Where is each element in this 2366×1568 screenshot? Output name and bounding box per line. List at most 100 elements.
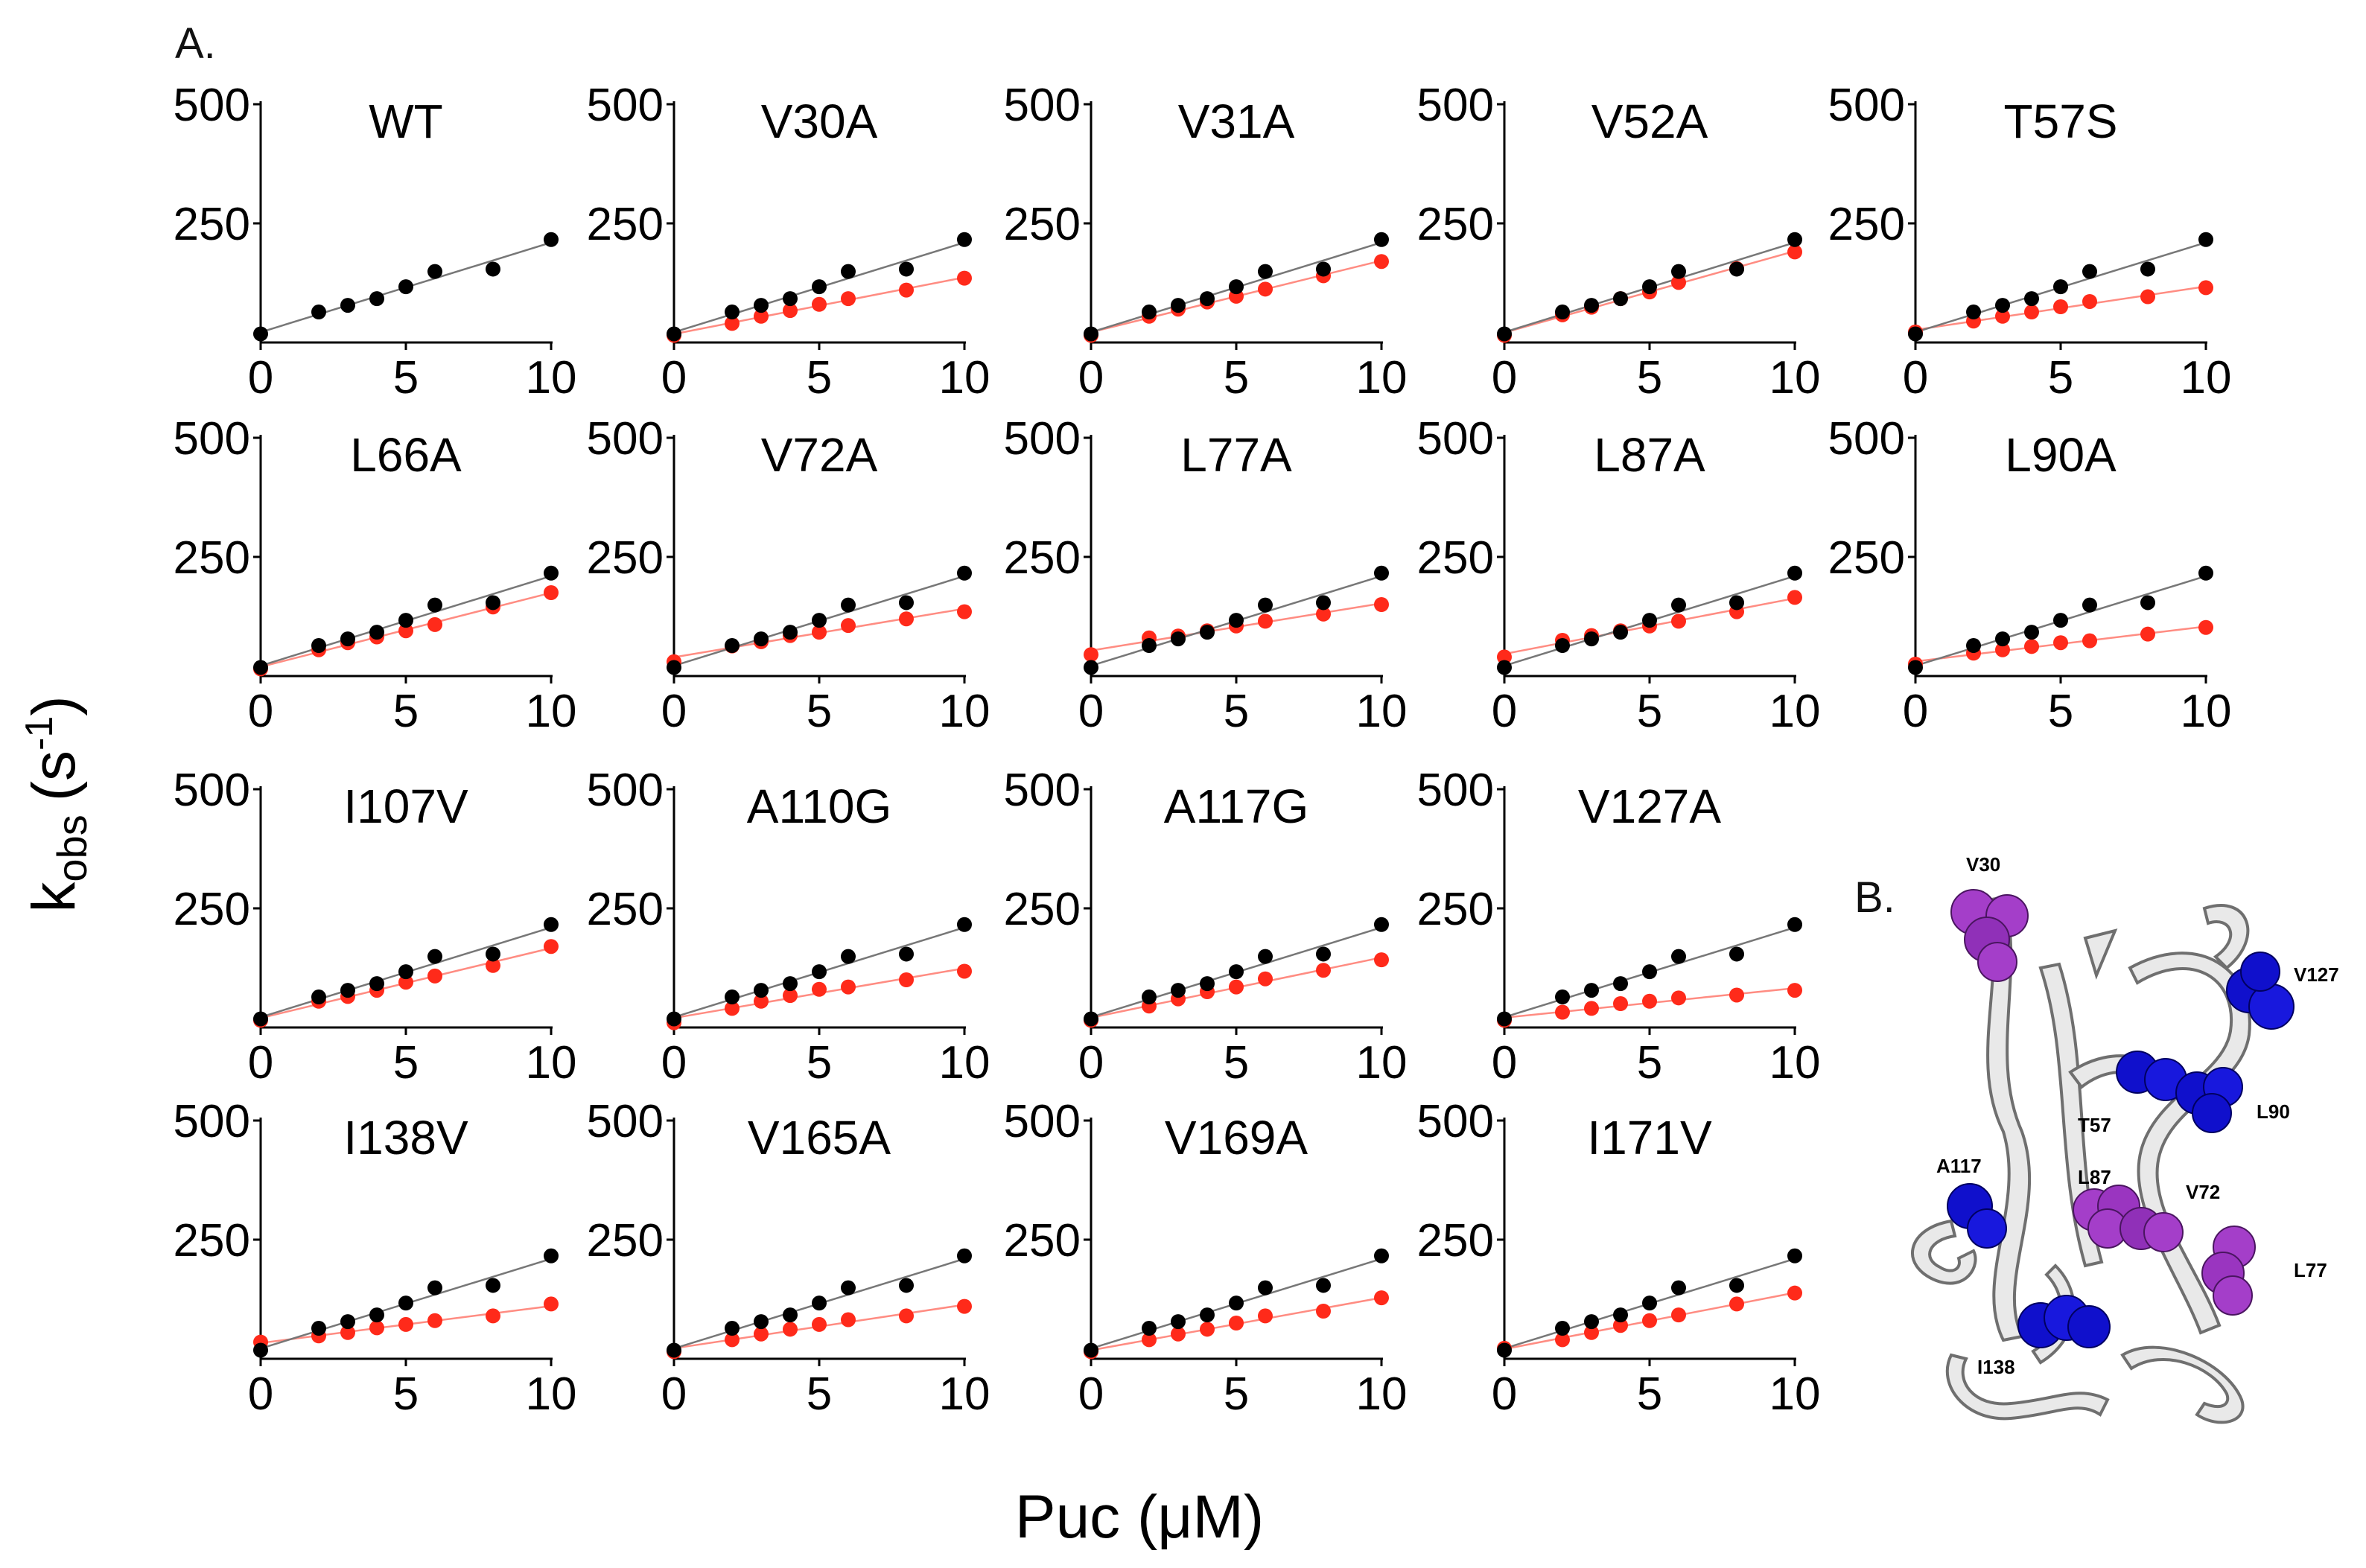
x-tick-label: 0 — [661, 686, 687, 737]
mutant-point — [544, 939, 559, 954]
wt-point — [253, 326, 268, 342]
y-tick-label: 250 — [1828, 532, 1905, 584]
panel-title: I171V — [1587, 1111, 1712, 1164]
mutant-point — [1316, 1304, 1331, 1319]
panel-v52a: V52A 250 500 0 5 10 — [1417, 80, 1821, 404]
mutant-point — [1229, 979, 1244, 995]
wt-point — [427, 949, 442, 964]
panel-title: V31A — [1178, 95, 1295, 148]
wt-point — [253, 660, 268, 675]
wt-point — [957, 232, 972, 247]
panel-wt: WT 250 500 0 5 10 — [174, 80, 577, 404]
mutant-point — [899, 282, 914, 298]
wt-point — [725, 638, 740, 654]
panel-title: T57S — [2004, 95, 2118, 148]
wt-point — [2053, 279, 2068, 295]
wt-point — [1787, 565, 1802, 581]
y-tick-label: 500 — [587, 1096, 664, 1147]
wt-point — [1642, 1295, 1657, 1311]
mutant-point — [1787, 1285, 1802, 1301]
mutant-point — [841, 979, 856, 995]
mutant-point — [427, 1313, 442, 1328]
mutant-point — [754, 1326, 769, 1342]
x-tick-label: 0 — [1492, 352, 1517, 404]
x-tick-label: 5 — [807, 352, 832, 404]
wt-point — [1200, 1307, 1215, 1323]
mutant-point — [1671, 990, 1686, 1006]
x-tick-label: 0 — [661, 1368, 687, 1420]
wt-point — [1671, 1280, 1686, 1295]
panel-i138v: I138V 250 500 0 5 10 — [174, 1096, 577, 1420]
wt-point — [754, 1314, 769, 1330]
y-tick-label: 250 — [1004, 1215, 1081, 1266]
mutant-point — [841, 618, 856, 634]
panel-title: V52A — [1591, 95, 1708, 148]
residue-label-a117: A117 — [1936, 1155, 1982, 1177]
y-axis-close: ) — [20, 695, 88, 716]
x-tick-label: 0 — [1078, 352, 1104, 404]
x-tick-label: 10 — [1769, 1037, 1821, 1089]
x-tick-label: 10 — [1769, 1368, 1821, 1420]
mutant-point — [1787, 590, 1802, 605]
mutant-point — [398, 975, 413, 990]
wt-point — [1374, 917, 1389, 932]
wt-point — [1787, 917, 1802, 932]
x-tick-label: 5 — [1637, 1368, 1662, 1420]
x-tick-label: 10 — [1356, 352, 1408, 404]
mutant-point — [1729, 1296, 1744, 1312]
residue-label-l87: L87 — [2078, 1166, 2111, 1188]
panel-b-label: B. — [1854, 873, 1895, 922]
mutant-point — [783, 1322, 798, 1337]
wt-point — [2024, 625, 2039, 640]
wt-point — [544, 1248, 559, 1263]
wt-point — [1374, 565, 1389, 581]
mutant-point — [754, 993, 769, 1009]
y-tick-label: 250 — [174, 532, 250, 584]
panel-v165a: V165A 250 500 0 5 10 — [587, 1096, 990, 1420]
wt-point — [1258, 264, 1273, 279]
mutant-point — [812, 296, 827, 312]
wt-point — [1995, 298, 2010, 313]
wt-point — [398, 1295, 413, 1311]
mutant-point — [957, 270, 972, 286]
panel-t57s: T57S 250 500 0 5 10 — [1828, 80, 2232, 404]
mutant-point — [2198, 280, 2213, 296]
panel-v30a: V30A 250 500 0 5 10 — [587, 80, 990, 404]
wt-point — [1671, 949, 1686, 964]
x-tick-label: 5 — [393, 1368, 419, 1420]
mutant-point — [1374, 1290, 1389, 1306]
y-tick-label: 250 — [174, 884, 250, 935]
wt-point — [1258, 597, 1273, 613]
panel-title: L77A — [1180, 428, 1292, 482]
wt-point — [1084, 1011, 1098, 1027]
mutant-point — [1316, 606, 1331, 622]
x-tick-label: 5 — [2048, 686, 2073, 737]
mutant-point — [398, 1316, 413, 1332]
wt-point — [1084, 1342, 1098, 1358]
wt-point — [1258, 949, 1273, 964]
x-tick-label: 10 — [526, 352, 577, 404]
mutant-point — [2082, 633, 2097, 648]
wt-point — [1084, 326, 1098, 342]
wt-point — [841, 949, 856, 964]
mutant-point — [812, 981, 827, 997]
wt-point — [1316, 1278, 1331, 1293]
mutant-point — [1995, 642, 2010, 657]
panel-a117g: A117G 250 500 0 5 10 — [1004, 765, 1408, 1089]
x-tick-label: 10 — [2181, 352, 2232, 404]
y-tick-label: 500 — [1828, 413, 1905, 465]
x-tick-label: 5 — [1637, 1037, 1662, 1089]
wt-point — [1642, 964, 1657, 980]
x-tick-label: 10 — [939, 352, 990, 404]
mutant-point — [725, 1001, 740, 1016]
wt-point — [311, 989, 326, 1005]
mutant-point — [2024, 639, 2039, 654]
wt-point — [1613, 291, 1628, 307]
mutant-point — [1584, 1001, 1599, 1016]
x-tick-label: 0 — [661, 1037, 687, 1089]
y-axis-units: (s — [20, 750, 88, 801]
x-tick-label: 0 — [1078, 686, 1104, 737]
wt-point — [340, 983, 355, 998]
